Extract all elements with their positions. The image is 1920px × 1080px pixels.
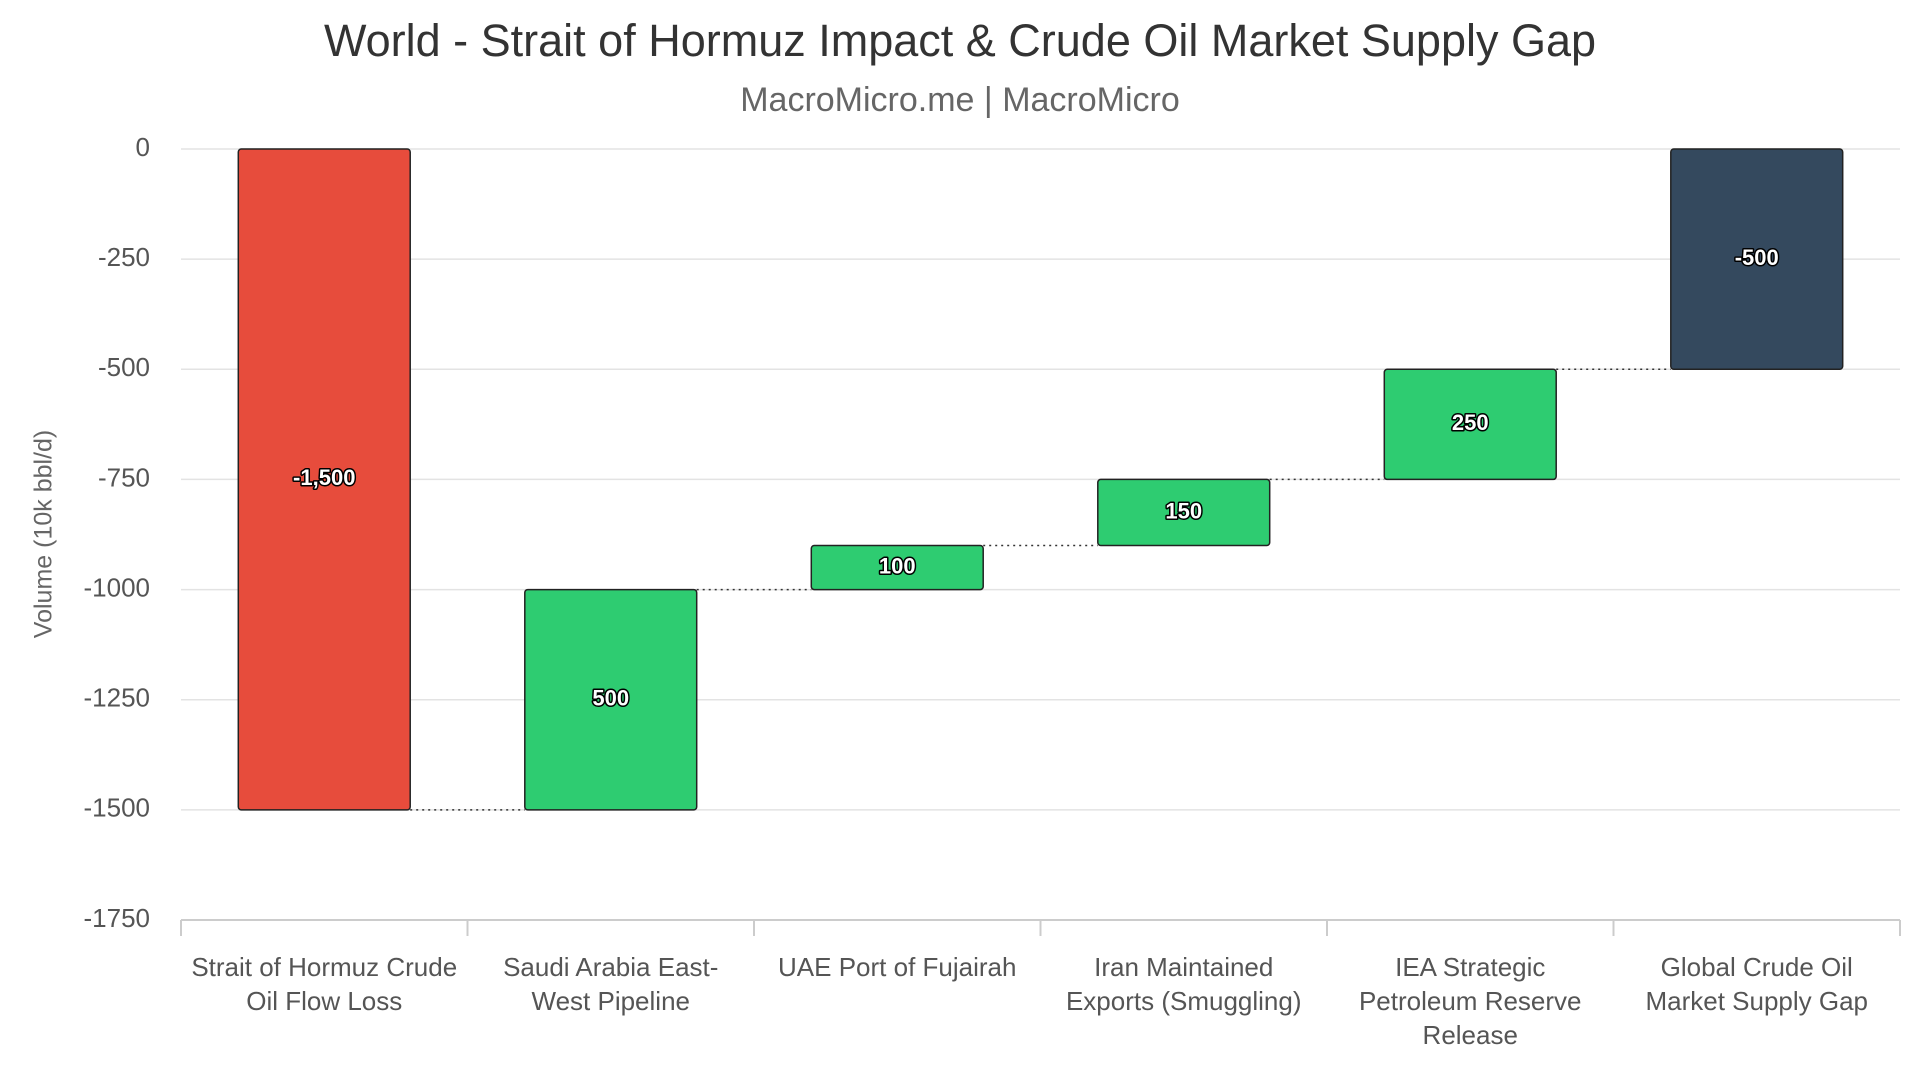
bar [1670, 148, 1844, 371]
y-tick-label: -1250 [84, 683, 151, 713]
bar [1097, 478, 1271, 547]
chart-title: World - Strait of Hormuz Impact & Crude … [324, 15, 1596, 66]
y-tick-label: -750 [98, 462, 150, 492]
y-tick-label: -500 [98, 352, 150, 382]
chart-subtitle: MacroMicro.me | MacroMicro [740, 81, 1180, 119]
y-tick-label: -250 [98, 242, 150, 272]
data-label: 500 [592, 686, 629, 711]
data-label: -1,500 [293, 465, 355, 490]
x-tick-label: IEA Strategic Petroleum Reserve Release [1358, 952, 1582, 1050]
data-label: 250 [1452, 410, 1489, 435]
bar [1383, 368, 1557, 481]
data-label: 100 [879, 553, 916, 578]
y-tick-label: -1750 [84, 903, 151, 933]
bar [810, 544, 984, 591]
x-tick-label: Saudi Arabia East-West Pipeline [503, 952, 719, 1016]
y-tick-label: 0 [136, 132, 150, 162]
y-axis-title: Volume (10k bbl/d) [30, 430, 58, 638]
x-tick-label: Global Crude Oil Market Supply Gap [1645, 952, 1869, 1016]
y-tick-label: -1500 [84, 793, 151, 823]
data-label: 150 [1165, 498, 1202, 523]
x-tick-label: Iran Maintained Exports (Smuggling) [1065, 952, 1302, 1016]
bar [237, 148, 411, 811]
x-tick-label: UAE Port of Fujairah [778, 952, 1017, 982]
bar [524, 588, 698, 811]
data-label: -500 [1735, 245, 1779, 270]
y-tick-label: -1000 [84, 572, 151, 602]
x-tick-label: Strait of Hormuz Crude Oil Flow Loss [191, 952, 458, 1016]
